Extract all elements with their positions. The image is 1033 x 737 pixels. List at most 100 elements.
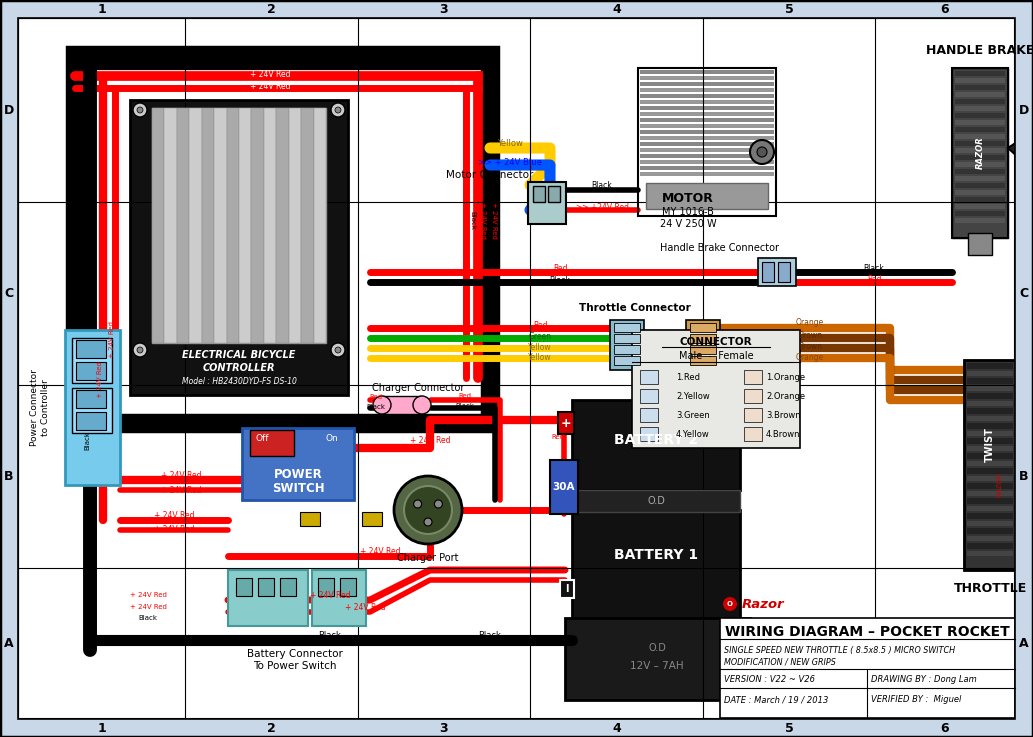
Bar (312, 570, 366, 626)
Bar (638, 68, 776, 216)
Text: Handle Brake Connector: Handle Brake Connector (660, 243, 780, 253)
Bar (967, 506, 1013, 511)
Text: 2.Yellow: 2.Yellow (676, 391, 710, 400)
Text: 1: 1 (97, 2, 105, 15)
Bar (152, 108, 164, 343)
Text: 12V – 7AH: 12V – 7AH (630, 661, 684, 671)
Bar (560, 580, 574, 598)
Bar (640, 370, 658, 384)
Text: Black: Black (138, 615, 157, 621)
Bar (201, 108, 214, 343)
Text: DRAWING BY : Dong Lam: DRAWING BY : Dong Lam (871, 676, 977, 685)
Circle shape (723, 597, 737, 611)
Text: WIRING DIAGRAM – POCKET ROCKET: WIRING DIAGRAM – POCKET ROCKET (724, 625, 1009, 639)
Bar (954, 197, 1005, 202)
Text: O.D: O.D (647, 496, 665, 506)
Text: + 24V Red: + 24V Red (250, 82, 290, 91)
Bar (572, 510, 740, 620)
Bar (565, 618, 750, 700)
Text: + 24V Red: + 24V Red (109, 321, 115, 358)
Bar (558, 412, 574, 434)
Text: 4: 4 (613, 2, 621, 15)
Bar (550, 460, 578, 514)
Bar (614, 323, 640, 332)
Polygon shape (1008, 140, 1033, 198)
Text: CONTROLLER: CONTROLLER (202, 363, 275, 373)
Circle shape (137, 107, 143, 113)
Bar (611, 320, 644, 370)
Text: 3.Brown: 3.Brown (766, 411, 801, 419)
Text: D: D (4, 103, 14, 116)
Bar (954, 106, 1005, 111)
Bar (302, 108, 314, 343)
Circle shape (413, 500, 421, 508)
Bar (967, 491, 1013, 496)
Bar (690, 334, 716, 343)
Text: TWIST: TWIST (985, 427, 995, 462)
Bar (686, 320, 720, 370)
Text: RAZOR: RAZOR (997, 472, 1003, 497)
Text: + 24V Red: + 24V Red (410, 436, 450, 444)
Bar (288, 108, 302, 343)
Text: + 24V Red: + 24V Red (161, 470, 201, 480)
Bar (236, 578, 252, 596)
Text: +: + (561, 416, 571, 430)
Text: On: On (325, 433, 339, 442)
Bar (614, 356, 640, 365)
Text: 4.Brown: 4.Brown (766, 430, 801, 439)
Text: 3: 3 (440, 2, 448, 15)
Bar (314, 108, 326, 343)
Bar (640, 106, 774, 110)
Bar (640, 166, 774, 170)
Bar (189, 108, 201, 343)
Text: Red: Red (552, 434, 564, 440)
Text: 3: 3 (440, 722, 448, 735)
Text: Razor: Razor (742, 598, 785, 610)
Bar (640, 389, 658, 403)
Bar (640, 172, 774, 176)
Bar (340, 578, 356, 596)
Circle shape (335, 107, 341, 113)
Text: 1: 1 (97, 722, 105, 735)
Text: + 24V Red: + 24V Red (345, 603, 385, 612)
Bar (690, 323, 716, 332)
Bar (640, 408, 658, 422)
Text: Charger Port: Charger Port (398, 553, 459, 563)
Bar (762, 262, 774, 282)
Bar (967, 453, 1013, 458)
Bar (640, 100, 774, 104)
Text: RAZOR: RAZOR (975, 136, 984, 170)
Bar (152, 108, 326, 343)
Bar (640, 427, 658, 441)
Text: I: I (565, 584, 569, 594)
Bar (954, 141, 1005, 146)
Circle shape (424, 518, 432, 526)
Text: 2: 2 (268, 2, 276, 15)
Text: Yellow: Yellow (528, 343, 552, 352)
Text: + 24V Red: + 24V Red (129, 592, 166, 598)
Bar (744, 370, 762, 384)
Bar (967, 543, 1013, 548)
Bar (130, 100, 348, 395)
Text: SWITCH: SWITCH (272, 481, 324, 495)
Bar (76, 390, 106, 408)
Text: THROTTLE: THROTTLE (953, 581, 1027, 595)
Bar (744, 408, 762, 422)
Text: + 24V Red: + 24V Red (310, 592, 350, 601)
Bar (967, 363, 1013, 368)
Circle shape (394, 476, 462, 544)
Bar (640, 154, 774, 158)
Bar (967, 378, 1013, 383)
Bar (228, 570, 308, 626)
Text: 3.Green: 3.Green (676, 411, 710, 419)
Bar (964, 360, 1016, 570)
Bar (632, 330, 800, 448)
Circle shape (750, 140, 774, 164)
Bar (75, 55, 490, 423)
Bar (954, 190, 1005, 195)
Bar (967, 385, 1013, 391)
Bar (547, 186, 560, 202)
Circle shape (413, 396, 431, 414)
Bar (640, 76, 774, 80)
Text: BATTERY 2: BATTERY 2 (614, 433, 698, 447)
